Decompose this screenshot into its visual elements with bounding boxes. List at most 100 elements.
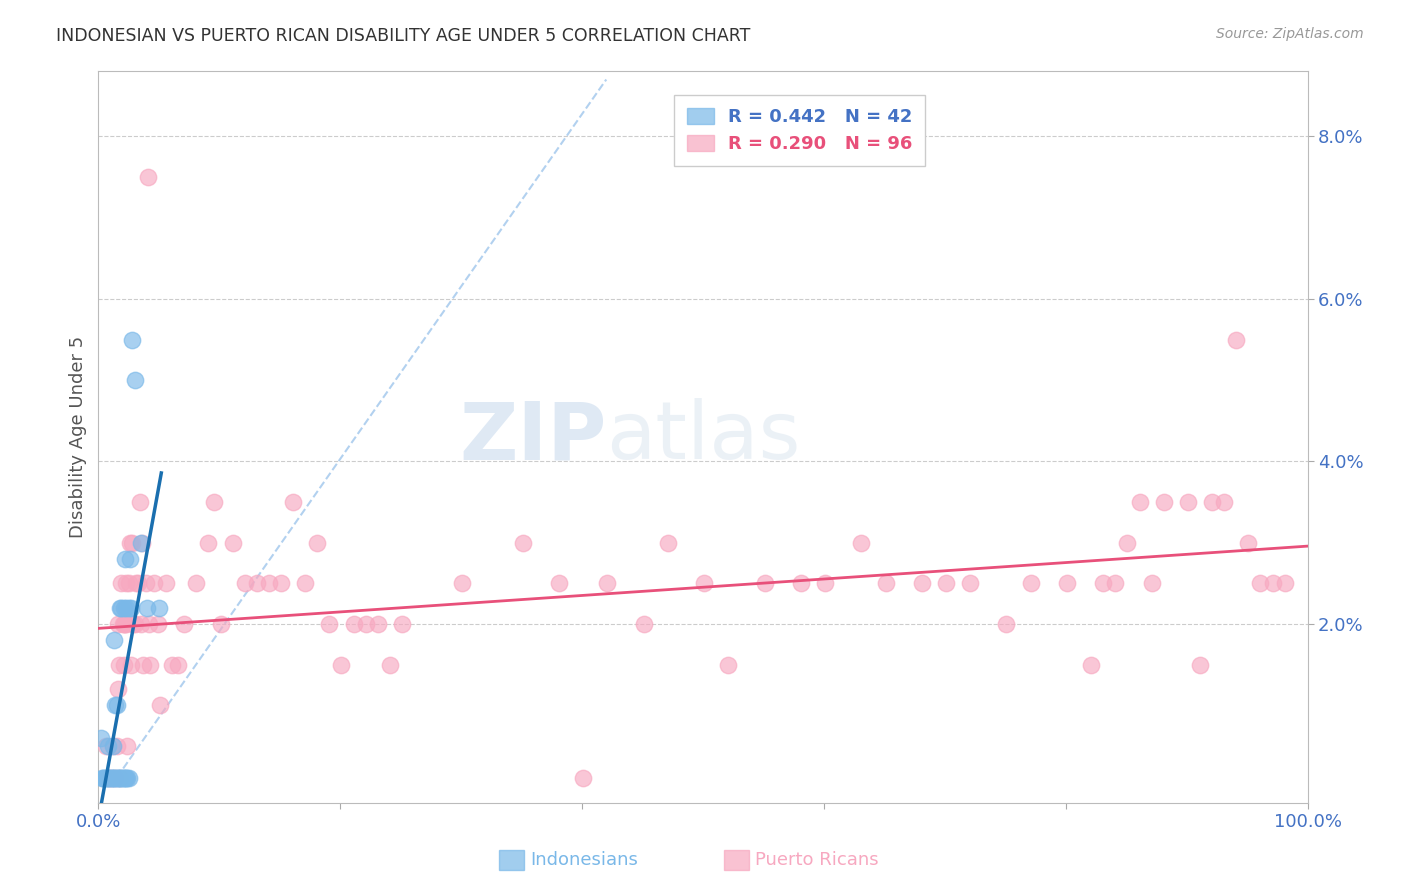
Point [1104,576,1126,591]
Point [114,772,136,786]
Point [367,617,389,632]
Point [307,535,329,549]
Point [108,772,131,786]
Point [100,772,122,786]
Legend: R = 0.442   N = 42, R = 0.290   N = 96: R = 0.442 N = 42, R = 0.290 N = 96 [673,95,925,166]
Point [657,535,679,549]
Point [118,552,141,566]
Point [111,772,134,786]
Point [173,617,195,632]
Point [875,576,897,591]
Point [120,657,142,672]
Point [138,617,160,632]
Point [91,772,114,786]
Point [104,772,127,786]
Point [128,495,150,509]
Point [1177,495,1199,509]
Point [110,576,132,591]
Point [124,617,146,632]
Point [107,772,129,786]
Point [111,617,134,632]
Point [98,772,121,786]
Point [354,617,377,632]
Point [1056,576,1078,591]
Point [117,739,139,753]
Point [101,739,124,753]
Point [125,576,148,591]
Point [135,600,157,615]
Point [1128,495,1150,509]
Point [995,617,1018,632]
Point [118,576,141,591]
Point [1201,495,1223,509]
Point [101,772,124,786]
Y-axis label: Disability Age Under 5: Disability Age Under 5 [69,336,87,538]
Point [112,657,135,672]
Point [112,617,135,632]
Point [160,657,183,672]
Point [105,698,128,713]
Point [103,772,125,786]
Point [127,576,149,591]
Point [717,657,740,672]
Point [814,576,837,591]
Point [148,600,170,615]
Point [108,772,131,786]
Point [97,739,120,753]
Text: Puerto Ricans: Puerto Ricans [755,851,879,869]
Point [100,772,122,786]
Point [110,772,132,786]
Point [596,576,619,591]
Point [959,576,981,591]
Point [91,772,114,786]
Point [1261,576,1284,591]
Point [143,576,166,591]
Point [246,576,269,591]
Text: Source: ZipAtlas.com: Source: ZipAtlas.com [1216,27,1364,41]
Point [342,617,364,632]
Point [108,772,131,786]
Point [186,576,208,591]
Point [118,535,141,549]
Point [124,373,146,387]
Point [93,772,115,786]
Point [103,633,125,648]
Point [136,169,159,184]
Point [131,535,153,549]
Point [391,617,413,632]
Point [1274,576,1296,591]
Point [114,552,136,566]
Point [108,657,131,672]
Text: atlas: atlas [606,398,800,476]
Point [572,772,595,786]
Point [330,657,353,672]
Point [105,772,128,786]
Point [294,576,316,591]
Point [118,600,141,615]
Point [104,698,127,713]
Point [104,772,127,786]
Point [233,576,256,591]
Point [1080,657,1102,672]
Point [633,617,655,632]
Point [257,576,280,591]
Point [94,772,117,786]
Point [122,617,145,632]
Text: Indonesians: Indonesians [530,851,638,869]
Point [1249,576,1271,591]
Point [90,731,112,745]
Point [129,535,152,549]
Point [94,739,117,753]
Point [107,681,129,696]
Point [118,772,141,786]
Point [197,535,219,549]
Text: INDONESIAN VS PUERTO RICAN DISABILITY AGE UNDER 5 CORRELATION CHART: INDONESIAN VS PUERTO RICAN DISABILITY AG… [56,27,751,45]
Point [107,617,129,632]
Point [1153,495,1175,509]
Point [693,576,716,591]
Text: ZIP: ZIP [458,398,606,476]
Point [115,772,138,786]
Point [378,657,401,672]
Point [512,535,534,549]
Point [132,657,155,672]
